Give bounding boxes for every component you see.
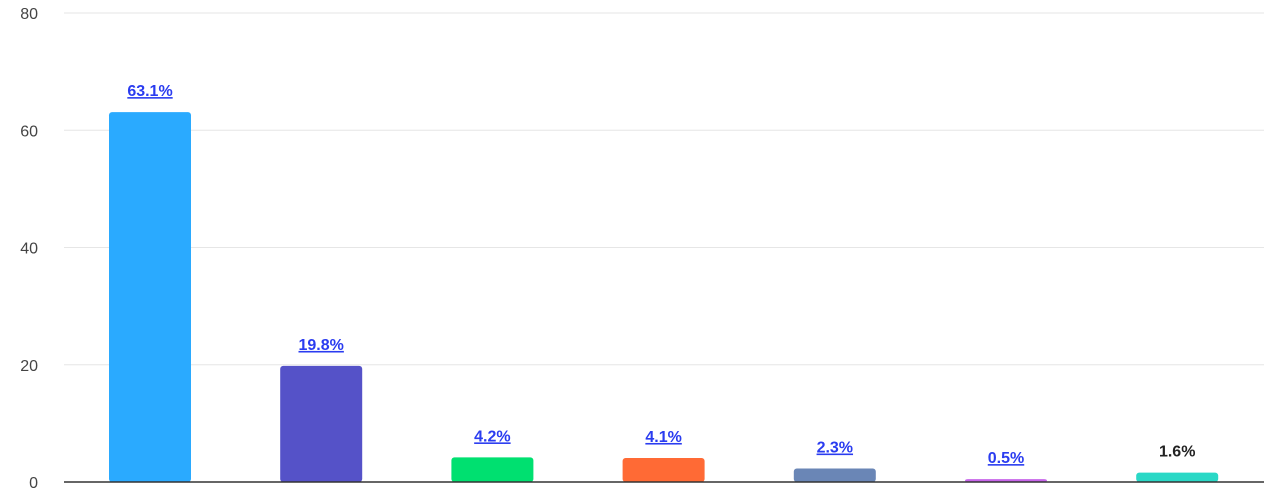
bar-1[interactable] <box>109 112 191 483</box>
y-axis-ticks: 0 20 40 60 80 <box>20 6 38 492</box>
y-tick-label: 80 <box>20 6 38 23</box>
bar-2[interactable] <box>280 365 363 482</box>
grid-layer <box>64 12 1264 366</box>
data-label-2[interactable]: 19.8% <box>299 337 344 354</box>
bar-layer <box>109 112 1219 483</box>
y-tick-label: 0 <box>29 475 38 489</box>
data-label-6[interactable]: 0.5% <box>988 450 1024 467</box>
data-label-5[interactable]: 2.3% <box>817 440 853 457</box>
bar-7[interactable] <box>1136 472 1219 482</box>
data-label-7: 1.6% <box>1159 444 1195 461</box>
data-label-layer: 63.1% 19.8% 4.2% 4.1% 2.3% 0.5% 1.6% <box>127 83 1195 467</box>
bar-3[interactable] <box>451 457 534 482</box>
data-label-4[interactable]: 4.1% <box>645 429 681 446</box>
bar-5[interactable] <box>793 468 876 482</box>
bar-4[interactable] <box>622 457 705 482</box>
y-tick-label: 40 <box>20 241 38 258</box>
y-tick-label: 60 <box>20 123 38 140</box>
data-label-1[interactable]: 63.1% <box>127 83 172 100</box>
y-tick-label: 20 <box>20 358 38 375</box>
data-label-3[interactable]: 4.2% <box>474 428 510 445</box>
